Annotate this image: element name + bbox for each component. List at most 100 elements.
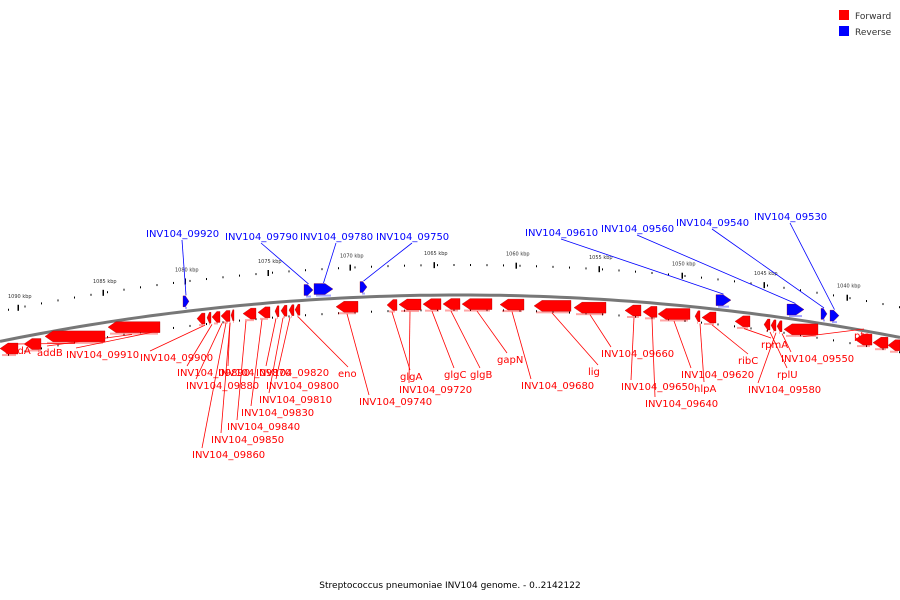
- outer-scale-dot: [519, 264, 521, 267]
- inner-scale-dot: [701, 321, 702, 324]
- forward-gene-label: INV104_09870: [218, 368, 291, 379]
- inner-scale-dot: [470, 309, 471, 312]
- inner-scale-dot: [57, 344, 59, 347]
- inner-scale-dot: [585, 312, 587, 315]
- reverse-label-leader: [560, 238, 724, 295]
- reverse-gene-label: INV104_09610: [525, 228, 598, 239]
- forward-gene-arrow-shadow: [283, 316, 285, 319]
- major-tick: [17, 304, 19, 311]
- forward-gene-arrow-shadow: [779, 331, 780, 334]
- reverse-gene-label: INV104_09530: [754, 212, 827, 223]
- forward-gene-arrow-shadow: [26, 349, 39, 352]
- forward-gene-arrow: [872, 337, 889, 349]
- forward-gene-arrow-shadow: [214, 322, 218, 325]
- inner-scale-dot: [206, 323, 207, 326]
- inner-scale-dot: [536, 310, 537, 313]
- outer-scale-dot: [74, 296, 75, 299]
- inner-scale-dot: [437, 309, 438, 312]
- inner-scale-dot: [866, 345, 867, 348]
- inner-scale-dot: [41, 347, 42, 350]
- inner-scale-dot: [816, 336, 818, 339]
- outer-scale-dot: [635, 270, 636, 273]
- forward-label-leader: [630, 317, 635, 381]
- forward-gene-label: lig: [588, 367, 600, 378]
- outer-scale-dot: [668, 273, 669, 276]
- outer-scale-dot: [387, 265, 389, 268]
- inner-scale-dot: [404, 309, 405, 312]
- outer-scale-dot: [701, 276, 702, 279]
- forward-label-leader: [476, 310, 508, 354]
- major-tick: [515, 262, 517, 269]
- forward-gene-label: pta: [854, 331, 870, 342]
- reverse-gene-arrow: [182, 295, 190, 307]
- reverse-gene-arrow: [820, 308, 828, 320]
- forward-gene-arrow-shadow: [645, 317, 655, 320]
- inner-scale-dot: [321, 313, 323, 316]
- forward-label-leader: [149, 324, 206, 352]
- outer-scale-dot: [140, 286, 141, 289]
- outer-scale-dot: [453, 264, 455, 267]
- forward-gene-label: INV104_09830: [241, 408, 314, 419]
- outer-scale-dot: [849, 297, 851, 300]
- outer-scale-dot: [816, 291, 818, 294]
- outer-scale-dot: [305, 269, 306, 272]
- forward-label-leader: [391, 311, 411, 371]
- outer-scale-dot: [321, 268, 323, 271]
- forward-gene-arrow-shadow: [110, 332, 158, 335]
- forward-label-leader: [589, 314, 612, 348]
- tick-label: 1065 kbp: [424, 251, 448, 257]
- forward-gene-arrow: [257, 306, 271, 318]
- inner-scale-dot: [635, 315, 636, 318]
- inner-scale-dot: [552, 310, 554, 313]
- forward-gene-label: eno: [338, 369, 357, 380]
- inner-scale-dot: [305, 314, 306, 317]
- forward-gene-arrow-shadow: [338, 312, 356, 315]
- reverse-label-leader: [363, 242, 413, 282]
- gene-labels: addA addB INV104_09910 INV104_09900 INV104_0…: [5, 212, 870, 461]
- inner-scale-dot: [602, 313, 603, 316]
- inner-scale-dot: [24, 350, 26, 353]
- major-tick: [846, 294, 848, 301]
- forward-gene-arrow: [211, 311, 221, 323]
- major-tick: [349, 264, 351, 271]
- tick-label: 1075 kbp: [258, 259, 282, 265]
- forward-gene-arrow-shadow: [627, 316, 639, 319]
- forward-gene-arrow: [442, 298, 461, 310]
- forward-gene-arrow: [242, 307, 257, 320]
- inner-scale-dot: [767, 329, 768, 332]
- forward-label-leader: [236, 320, 247, 421]
- inner-scale-dot: [173, 326, 174, 329]
- outer-scale-dot: [90, 293, 92, 296]
- inner-scale-dot: [420, 309, 422, 312]
- forward-gene-arrow-shadow: [704, 322, 714, 325]
- forward-gene-arrow-shadow: [260, 317, 268, 320]
- tick-label: 1060 kbp: [506, 252, 530, 258]
- reverse-gene-arrow-shadow: [185, 306, 187, 309]
- forward-gene-arrow: [422, 298, 442, 310]
- inner-scale-dot: [783, 331, 785, 334]
- forward-gene-arrow: [0, 342, 19, 355]
- forward-gene-arrow-shadow: [245, 319, 254, 322]
- forward-gene-arrow: [107, 321, 161, 333]
- forward-gene-arrow-shadow: [857, 345, 870, 348]
- forward-gene-arrow-shadow: [773, 330, 774, 333]
- reverse-gene-arrow: [786, 303, 805, 316]
- forward-gene-arrow-shadow: [737, 326, 748, 329]
- forward-label-leader: [75, 330, 161, 349]
- tick-label: 1040 kbp: [837, 284, 861, 290]
- forward-gene-arrow-shadow: [233, 320, 234, 323]
- forward-gene-arrow-shadow: [223, 321, 228, 324]
- forward-gene-label: hlpA: [694, 384, 716, 395]
- reverse-gene-arrow-shadow: [362, 292, 365, 295]
- reverse-label-leader: [181, 239, 187, 296]
- inner-scale-dot: [717, 323, 719, 326]
- outer-scale-dot: [272, 271, 273, 274]
- forward-gene-arrow: [770, 319, 777, 332]
- inner-scale-dot: [800, 334, 801, 337]
- inner-scale-dot: [189, 324, 191, 327]
- inner-scale-dot: [486, 309, 488, 312]
- forward-gene-label: INV104_09840: [227, 422, 300, 433]
- forward-gene-arrow: [533, 300, 572, 312]
- forward-gene-label: INV104_09640: [645, 399, 718, 410]
- forward-label-leader: [673, 320, 692, 369]
